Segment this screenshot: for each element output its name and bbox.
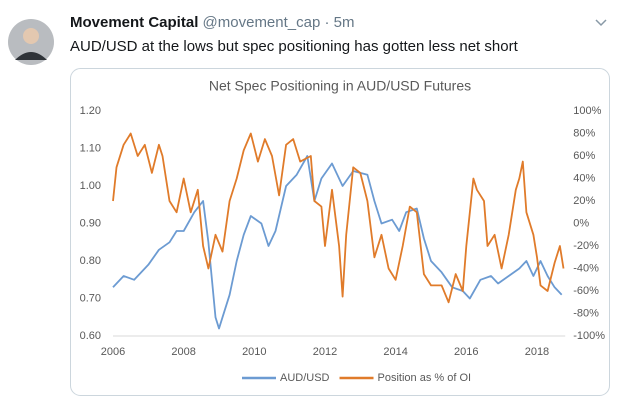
- x-tick-label: 2012: [313, 346, 337, 358]
- y-tick-label: 0.60: [80, 330, 101, 342]
- y2-tick-label: -40%: [573, 262, 599, 274]
- x-tick-label: 2008: [171, 346, 195, 358]
- avatar-body: [15, 52, 47, 60]
- y2-tick-label: 60%: [573, 150, 595, 162]
- y2-tick-label: -100%: [573, 330, 605, 342]
- y2-tick-label: 40%: [573, 172, 595, 184]
- legend-label: AUD/USD: [280, 372, 330, 384]
- chart-title: Net Spec Positioning in AUD/USD Futures: [209, 78, 471, 94]
- y-tick-label: 0.70: [80, 292, 101, 304]
- x-tick-label: 2006: [101, 346, 125, 358]
- y2-tick-label: 0%: [573, 217, 589, 229]
- y2-tick-label: -20%: [573, 240, 599, 252]
- x-tick-label: 2010: [242, 346, 266, 358]
- series-line: [112, 155, 563, 330]
- x-tick-label: 2016: [454, 346, 478, 358]
- tweet-text: AUD/USD at the lows but spec positioning…: [70, 38, 518, 55]
- y-tick-label: 0.80: [80, 255, 101, 267]
- y2-tick-label: 20%: [573, 195, 595, 207]
- timestamp[interactable]: · 5m: [324, 14, 355, 31]
- y2-tick-label: 80%: [573, 127, 595, 139]
- user-handle[interactable]: @movement_cap: [202, 14, 321, 31]
- y-tick-label: 1.20: [80, 105, 101, 117]
- y2-tick-label: 100%: [573, 105, 601, 117]
- avatar-face: [23, 28, 39, 44]
- media-card[interactable]: [70, 68, 610, 396]
- y2-tick-label: -80%: [573, 307, 599, 319]
- menu-chevron[interactable]: [595, 19, 607, 27]
- user-name[interactable]: Movement Capital: [70, 14, 199, 31]
- y-tick-label: 0.90: [80, 217, 101, 229]
- y-tick-label: 1.00: [80, 180, 101, 192]
- series-line: [112, 132, 565, 304]
- y-tick-label: 1.10: [80, 142, 101, 154]
- x-tick-label: 2018: [525, 346, 549, 358]
- tweet-header: Movement Capital @movement_cap · 5m: [70, 14, 354, 31]
- legend-label: Position as % of OI: [378, 372, 472, 384]
- x-tick-label: 2014: [383, 346, 407, 358]
- y2-tick-label: -60%: [573, 285, 599, 297]
